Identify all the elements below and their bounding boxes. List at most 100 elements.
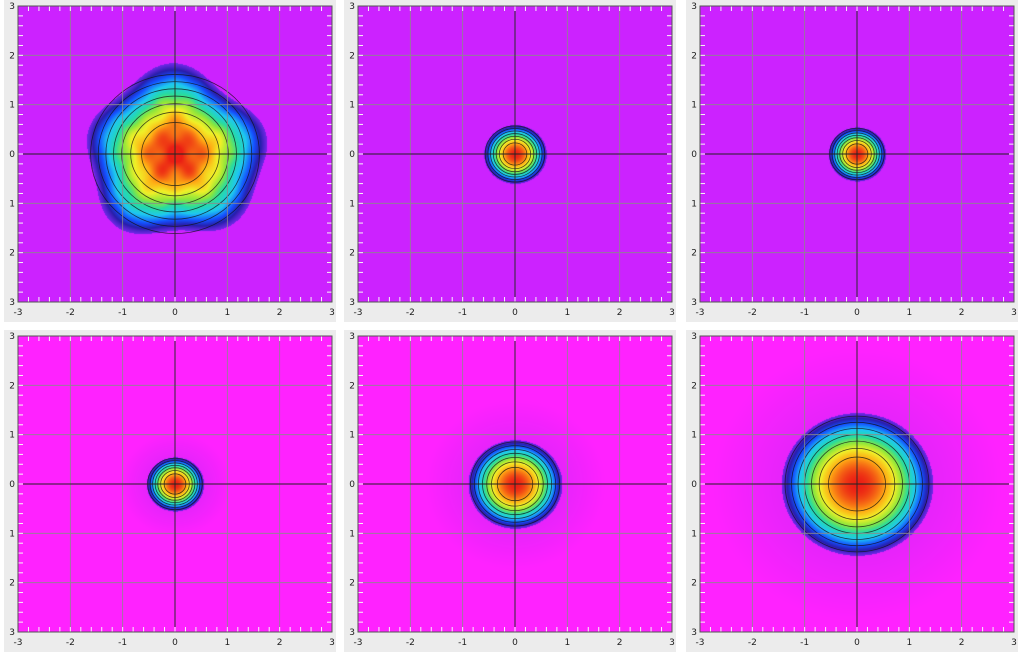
y-tick-label: 2 — [691, 249, 697, 259]
heatmap-svg: -3 -2 -1 0 1 2 3 3 2 1 0 1 2 3 — [349, 332, 675, 648]
x-tick-label: 2 — [617, 638, 623, 648]
y-tick-label: 1 — [349, 101, 355, 111]
heatmap-panel: -3 -2 -1 0 1 2 3 3 2 1 0 1 2 3 — [4, 0, 336, 322]
x-tick-label: 2 — [277, 308, 283, 318]
plot-frame — [17, 335, 333, 633]
x-tick-label: 2 — [617, 308, 623, 318]
y-tick-label: 0 — [691, 150, 697, 160]
x-tick-label: 1 — [906, 638, 912, 648]
x-tick-label: 3 — [329, 308, 335, 318]
heatmap-svg: -3 -2 -1 0 1 2 3 3 2 1 0 1 2 3 — [691, 332, 1017, 648]
y-tick-label: 1 — [691, 199, 697, 209]
heatmap-panel: -3 -2 -1 0 1 2 3 3 2 1 0 1 2 3 — [686, 0, 1018, 322]
y-tick-label: 0 — [9, 480, 15, 490]
plot-frame — [699, 5, 1015, 303]
y-tick-label: 1 — [691, 101, 697, 111]
y-tick-label: 1 — [9, 101, 15, 111]
x-tick-label: 2 — [959, 308, 965, 318]
y-tick-label: 1 — [9, 529, 15, 539]
y-tick-label: 3 — [349, 2, 355, 12]
x-tick-label: -2 — [748, 638, 757, 648]
plot-frame — [17, 5, 333, 303]
y-tick-label: 2 — [691, 381, 697, 391]
heatmap-svg: -3 -2 -1 0 1 2 3 3 2 1 0 1 2 3 — [691, 2, 1017, 318]
x-tick-label: -1 — [458, 638, 467, 648]
x-tick-label: -1 — [118, 638, 127, 648]
x-tick-label: 2 — [277, 638, 283, 648]
y-tick-label: 3 — [349, 628, 355, 638]
x-tick-label: -1 — [458, 308, 467, 318]
x-tick-label: 1 — [564, 638, 570, 648]
x-tick-label: 2 — [959, 638, 965, 648]
y-tick-label: 2 — [9, 381, 15, 391]
y-tick-label: 1 — [349, 199, 355, 209]
y-tick-label: 3 — [9, 332, 15, 342]
y-tick-label: 2 — [349, 579, 355, 589]
y-tick-label: 3 — [691, 298, 697, 308]
heatmap-panel: -3 -2 -1 0 1 2 3 3 2 1 0 1 2 3 — [344, 0, 676, 322]
x-tick-label: -3 — [696, 638, 705, 648]
y-tick-label: 3 — [9, 298, 15, 308]
y-tick-label: 2 — [691, 51, 697, 61]
y-tick-label: 2 — [691, 579, 697, 589]
y-tick-label: 1 — [349, 529, 355, 539]
y-tick-label: 0 — [349, 150, 355, 160]
y-tick-label: 2 — [349, 51, 355, 61]
y-tick-label: 0 — [691, 480, 697, 490]
plot-frame — [357, 5, 673, 303]
heatmap-svg: -3 -2 -1 0 1 2 3 3 2 1 0 1 2 3 — [9, 2, 335, 318]
y-tick-label: 0 — [9, 150, 15, 160]
x-tick-label: 3 — [1011, 638, 1017, 648]
y-tick-label: 2 — [9, 249, 15, 259]
x-tick-label: 1 — [906, 308, 912, 318]
y-tick-label: 2 — [349, 381, 355, 391]
y-tick-label: 1 — [9, 199, 15, 209]
x-tick-label: 0 — [172, 638, 178, 648]
x-tick-label: -2 — [406, 308, 415, 318]
y-tick-label: 3 — [691, 332, 697, 342]
y-tick-label: 3 — [349, 298, 355, 308]
y-tick-label: 1 — [9, 431, 15, 441]
x-tick-label: -1 — [800, 308, 809, 318]
heatmap-panel: -3 -2 -1 0 1 2 3 3 2 1 0 1 2 3 — [4, 330, 336, 652]
x-tick-label: -3 — [354, 308, 363, 318]
x-tick-label: -1 — [800, 638, 809, 648]
x-tick-label: -2 — [66, 638, 75, 648]
plot-frame — [699, 335, 1015, 633]
x-tick-label: -3 — [696, 308, 705, 318]
y-tick-label: 2 — [349, 249, 355, 259]
x-tick-label: 3 — [669, 308, 675, 318]
x-tick-label: -2 — [66, 308, 75, 318]
y-tick-label: 3 — [691, 628, 697, 638]
x-tick-label: -1 — [118, 308, 127, 318]
x-tick-label: 0 — [854, 638, 860, 648]
plot-frame — [357, 335, 673, 633]
x-tick-label: 3 — [329, 638, 335, 648]
heatmap-panel: -3 -2 -1 0 1 2 3 3 2 1 0 1 2 3 — [686, 330, 1018, 652]
y-tick-label: 0 — [349, 480, 355, 490]
x-tick-label: -3 — [14, 308, 23, 318]
x-tick-label: 3 — [1011, 308, 1017, 318]
y-tick-label: 1 — [691, 431, 697, 441]
heatmap-panel: -3 -2 -1 0 1 2 3 3 2 1 0 1 2 3 — [344, 330, 676, 652]
y-tick-label: 2 — [9, 51, 15, 61]
y-tick-label: 1 — [691, 529, 697, 539]
x-tick-label: 0 — [854, 308, 860, 318]
x-tick-label: -3 — [14, 638, 23, 648]
x-tick-label: 3 — [669, 638, 675, 648]
x-tick-label: 0 — [512, 308, 518, 318]
x-tick-label: 1 — [564, 308, 570, 318]
heatmap-svg: -3 -2 -1 0 1 2 3 3 2 1 0 1 2 3 — [9, 332, 335, 648]
y-tick-label: 3 — [9, 2, 15, 12]
y-tick-label: 3 — [9, 628, 15, 638]
x-tick-label: -3 — [354, 638, 363, 648]
y-tick-label: 3 — [691, 2, 697, 12]
x-tick-label: 0 — [512, 638, 518, 648]
x-tick-label: 1 — [224, 308, 230, 318]
y-tick-label: 1 — [349, 431, 355, 441]
x-tick-label: 1 — [224, 638, 230, 648]
x-tick-label: -2 — [406, 638, 415, 648]
x-tick-label: -2 — [748, 308, 757, 318]
x-tick-label: 0 — [172, 308, 178, 318]
heatmap-svg: -3 -2 -1 0 1 2 3 3 2 1 0 1 2 3 — [349, 2, 675, 318]
